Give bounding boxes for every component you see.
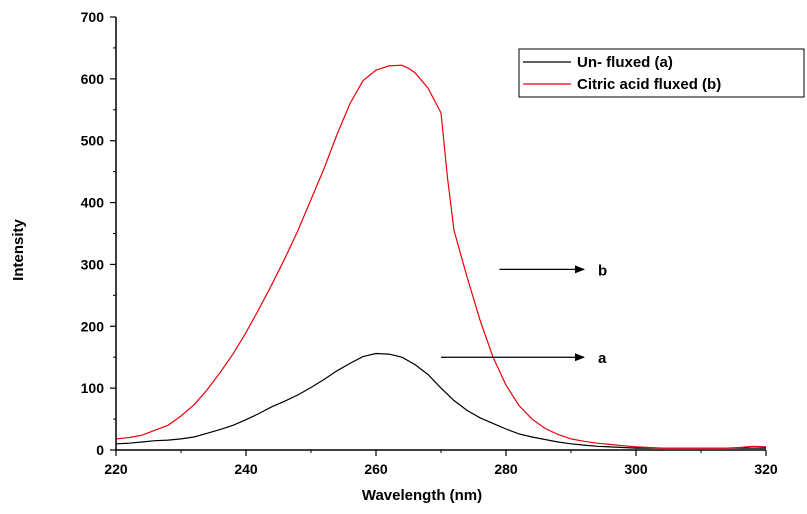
x-tick-label: 320 — [754, 461, 778, 477]
y-tick-label: 400 — [81, 195, 105, 211]
annotation-label-a: a — [598, 350, 607, 367]
series-line-1 — [115, 64, 767, 449]
y-axis-title: Intensity — [10, 219, 27, 281]
y-tick-label: 100 — [81, 380, 105, 396]
legend-label-0: Un- fluxed (a) — [577, 54, 673, 71]
legend-box — [518, 48, 805, 98]
series-line-0 — [115, 352, 766, 449]
y-tick-label: 700 — [81, 9, 105, 25]
x-tick-label: 300 — [624, 461, 648, 477]
y-tick-label: 300 — [81, 256, 105, 272]
x-tick-label: 280 — [494, 461, 518, 477]
legend-label-1: Citric acid fluxed (b) — [577, 76, 721, 93]
x-axis-title: Wavelength (nm) — [362, 487, 482, 504]
y-tick-label: 600 — [81, 71, 105, 87]
x-tick-label: 240 — [234, 461, 258, 477]
y-tick-label: 200 — [81, 318, 105, 334]
y-tick-label: 0 — [96, 442, 104, 458]
y-tick-label: 500 — [81, 133, 105, 149]
x-tick-label: 260 — [364, 461, 388, 477]
x-tick-label: 220 — [104, 461, 128, 477]
annotation-label-b: b — [598, 262, 607, 279]
